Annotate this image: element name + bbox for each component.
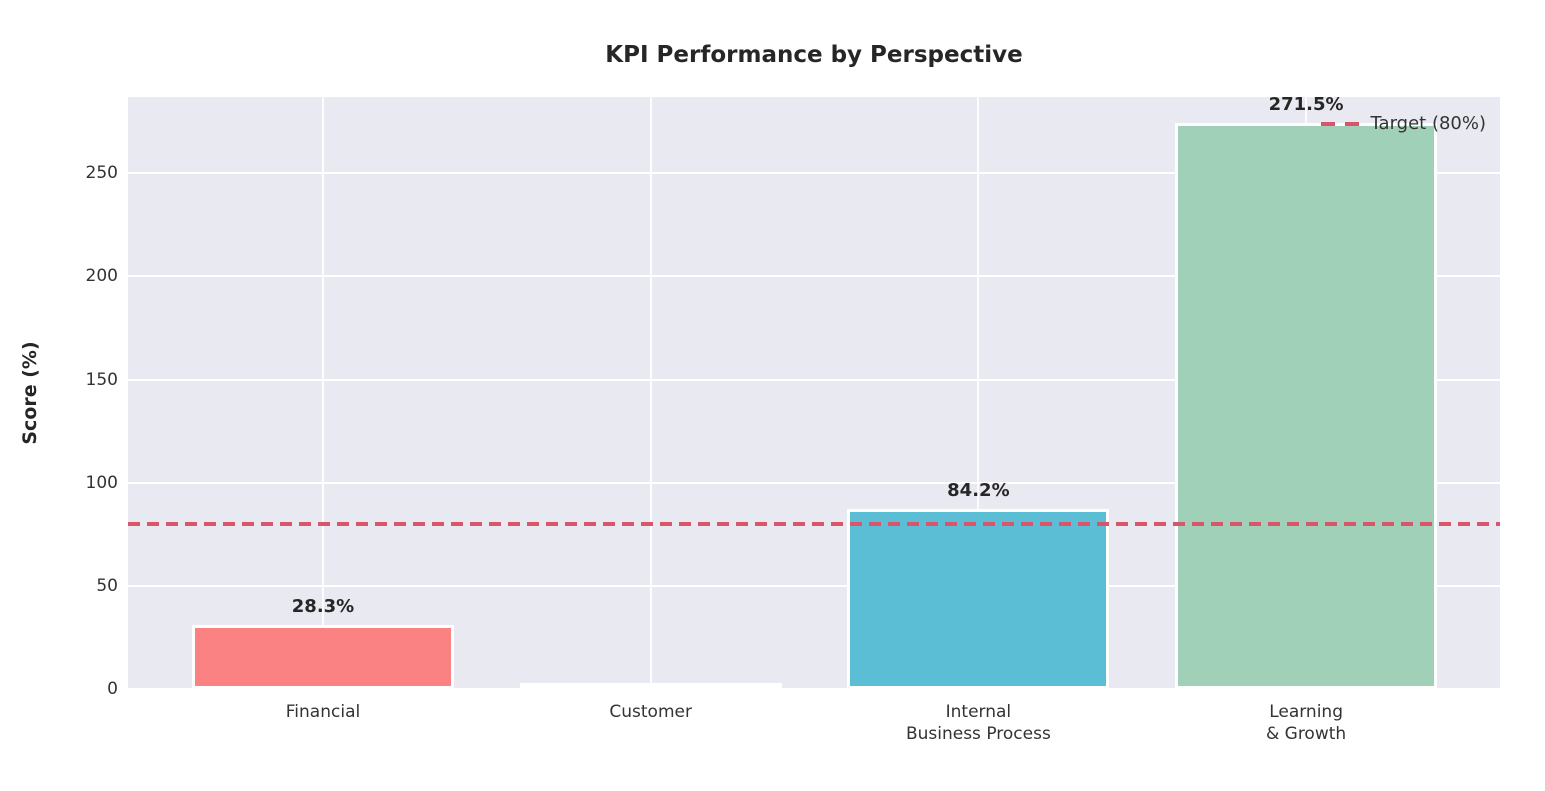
gridline-y-50 [128, 584, 1500, 587]
legend-dashed-line-icon [1320, 121, 1361, 126]
target-line [128, 521, 1500, 526]
x-tick-line: Internal [945, 702, 1012, 722]
gridline-y-200 [128, 275, 1500, 278]
gridline-y-250 [128, 172, 1500, 175]
bar-customer [519, 683, 782, 689]
chart-title: KPI Performance by Perspective [605, 42, 1023, 68]
bar-label-internal-business-process: 84.2% [947, 480, 1010, 501]
bar-label-learning-growth: 271.5% [1268, 94, 1344, 115]
y-tick-50: 50 [96, 575, 118, 596]
gridline-x-internal-business-process [977, 97, 980, 689]
bar-label-financial: 28.3% [291, 596, 355, 617]
x-tick-customer: Customer [501, 701, 801, 723]
y-tick-100: 100 [85, 472, 118, 493]
gridline-x-financial [322, 97, 324, 689]
gridline-y-150 [128, 378, 1500, 381]
bar-internal-business-process [847, 509, 1110, 689]
gridline-x-customer [649, 97, 652, 689]
x-tick-line: Business Process [905, 724, 1051, 744]
x-tick-line: & Growth [1265, 724, 1347, 744]
x-tick-line: Customer [609, 702, 692, 722]
plot-area: 28.3% 84.2% 271.5% Target (80%) [128, 94, 1500, 690]
x-tick-line: Learning [1269, 702, 1343, 722]
y-tick-250: 250 [85, 163, 118, 184]
y-tick-200: 200 [85, 266, 118, 287]
gridline-y-0 [128, 688, 1500, 690]
gridline-y-100 [128, 481, 1500, 484]
legend-label: Target (80%) [1370, 113, 1486, 134]
legend: Target (80%) [1320, 113, 1486, 134]
x-tick-line: Financial [285, 702, 361, 722]
bar-financial [192, 625, 454, 689]
y-tick-150: 150 [85, 369, 118, 390]
bar-learning-growth [1175, 123, 1438, 689]
x-tick-learning-growth: Learning & Growth [1156, 701, 1456, 745]
y-tick-0: 0 [107, 679, 118, 699]
x-tick-internal-business-process: Internal Business Process [828, 701, 1128, 745]
x-tick-financial: Financial [173, 701, 473, 723]
